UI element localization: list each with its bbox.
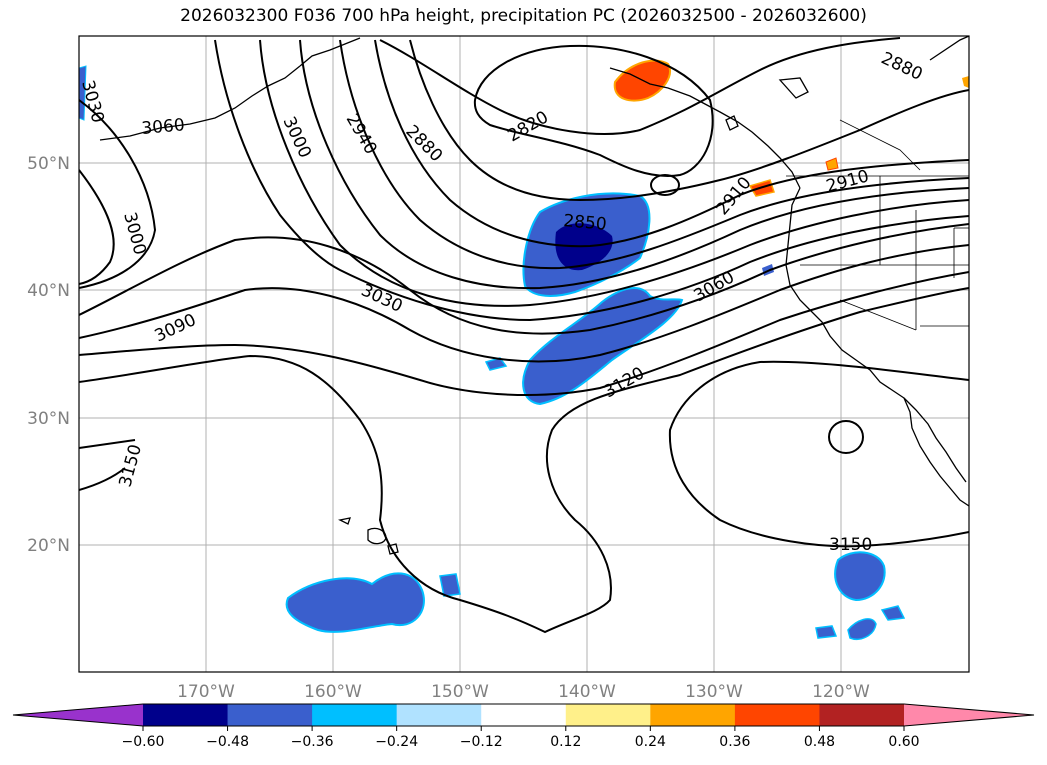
- colorbar-tick-label: 0.48: [804, 734, 835, 750]
- colorbar-tick-label: 0.36: [719, 734, 750, 750]
- contour-label: 3150: [829, 535, 872, 555]
- colorbar-tick-label: 0.24: [635, 734, 666, 750]
- colorbar-extension-high: [904, 704, 1034, 726]
- colorbar-tick-label: −0.36: [291, 734, 334, 750]
- lon-label: 140°W: [558, 682, 616, 702]
- colorbar-segment: [650, 704, 736, 726]
- map-title: 2026032300 F036 700 hPa height, precipit…: [180, 6, 867, 26]
- lat-label: 20°N: [27, 536, 70, 556]
- colorbar-extension-low: [13, 704, 143, 726]
- colorbar-tick-label: −0.24: [375, 734, 418, 750]
- map-border: [78, 35, 970, 673]
- gridlines: [79, 36, 969, 672]
- precip-area-negative-southeast-dot: [880, 605, 906, 621]
- colorbar-segment: [819, 704, 905, 726]
- colorbar-segment: [312, 704, 398, 726]
- longitude-labels: 170°W 160°W 150°W 140°W 130°W 120°W: [177, 682, 870, 702]
- colorbar-segment: [481, 704, 567, 726]
- precip-area-negative-southeast-tiny: [815, 625, 838, 639]
- political-borders: [786, 119, 969, 331]
- colorbar-tick-label: −0.48: [206, 734, 249, 750]
- colorbar-segment: [396, 704, 482, 726]
- lon-label: 150°W: [431, 682, 489, 702]
- lat-label: 30°N: [27, 409, 70, 429]
- colorbar-tick-label: −0.60: [122, 734, 165, 750]
- precip-area-negative-edge: [79, 65, 87, 121]
- lon-label: 120°W: [812, 682, 870, 702]
- lon-label: 160°W: [304, 682, 362, 702]
- colorbar-segment: [143, 704, 229, 726]
- latitude-labels: 50°N 40°N 30°N 20°N: [27, 154, 70, 556]
- precip-area-positive-edge: [962, 76, 969, 88]
- map-frame: [79, 36, 969, 672]
- precip-area-negative-southeast-small: [847, 618, 877, 640]
- colorbar: −0.60 −0.48 −0.36 −0.24 −0.12 0.12 0.24 0.36 0.4…: [12, 703, 1035, 750]
- lon-label: 130°W: [685, 682, 743, 702]
- precip-area-small-negative: [484, 357, 508, 371]
- lon-label: 170°W: [177, 682, 235, 702]
- lat-label: 50°N: [27, 154, 70, 174]
- precip-area-negative-southeast: [834, 551, 886, 602]
- precip-area-positive-coast: [825, 157, 839, 171]
- contour-label: 3060: [141, 115, 186, 139]
- colorbar-segment: [734, 704, 820, 726]
- precip-area-negative-hawaii: [285, 572, 425, 633]
- height-contours: [79, 37, 969, 634]
- precip-area-negative-hawaii-east: [439, 573, 461, 597]
- colorbar-tick-label: 0.12: [550, 734, 581, 750]
- colorbar-segment: [227, 704, 313, 726]
- colorbar-segment: [565, 704, 651, 726]
- lat-label: 40°N: [27, 281, 70, 301]
- coastlines: [99, 36, 969, 555]
- colorbar-tick-label: −0.12: [460, 734, 503, 750]
- colorbar-tick-label: 0.60: [888, 734, 919, 750]
- contour-label: 2850: [563, 211, 608, 235]
